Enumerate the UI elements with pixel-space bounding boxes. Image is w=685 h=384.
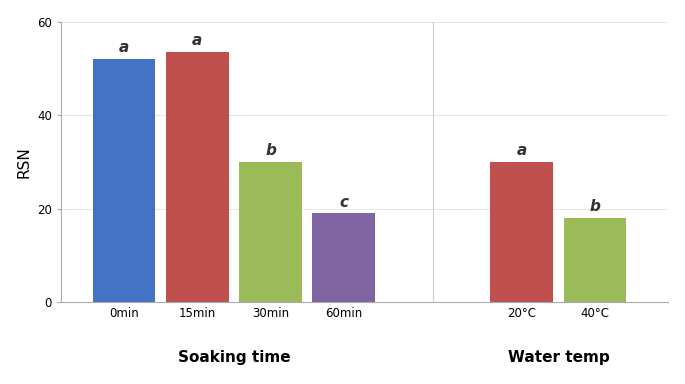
Text: b: b <box>265 143 276 158</box>
Bar <box>166 52 229 302</box>
Text: b: b <box>590 199 601 214</box>
Bar <box>564 218 627 302</box>
Text: a: a <box>119 40 129 55</box>
Bar <box>239 162 302 302</box>
Text: c: c <box>339 195 348 210</box>
Bar <box>92 59 155 302</box>
Y-axis label: RSN: RSN <box>16 146 32 178</box>
Bar <box>312 213 375 302</box>
Text: a: a <box>192 33 202 48</box>
Text: a: a <box>516 143 527 158</box>
Text: Water temp: Water temp <box>508 350 609 365</box>
Bar <box>490 162 553 302</box>
Text: Soaking time: Soaking time <box>177 350 290 365</box>
